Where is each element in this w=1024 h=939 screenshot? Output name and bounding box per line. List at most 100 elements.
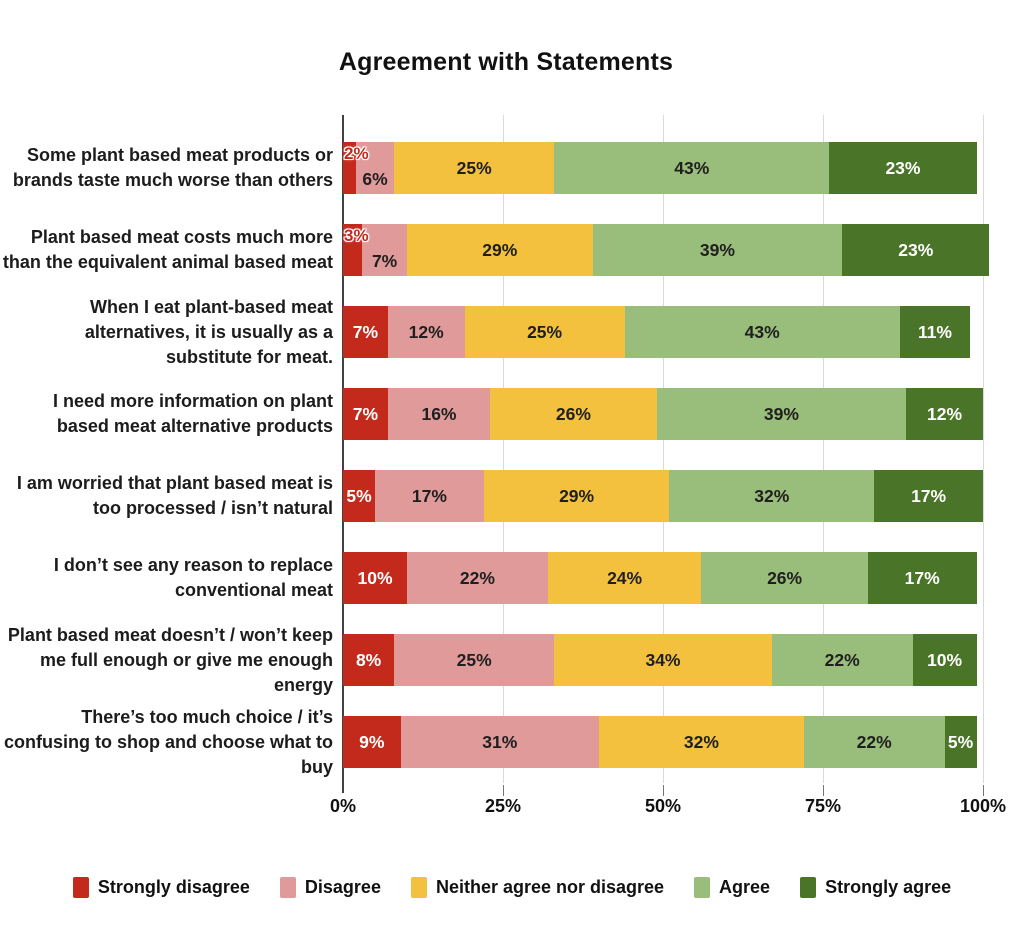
bar-segment: 25% <box>394 142 555 194</box>
bar-segment: 39% <box>656 388 907 440</box>
segment-label: 25% <box>456 157 492 178</box>
segment-label: 22% <box>459 567 495 588</box>
bar-segment: 22% <box>407 552 548 604</box>
segment-label: 7% <box>352 403 379 424</box>
x-tick-label: 75% <box>804 796 842 816</box>
legend-swatch <box>800 876 817 898</box>
bar-segment: 43% <box>554 142 830 194</box>
segment-label: 23% <box>885 157 921 178</box>
segment-label: 7% <box>352 321 379 342</box>
legend-label: Strongly disagree <box>97 876 250 897</box>
segment-label-outside: 2% <box>344 144 369 163</box>
chart-row: Plant based meat costs much more than th… <box>0 209 1024 291</box>
bar-segment: 23% <box>829 142 977 194</box>
bar: 9% 31% 32% 22% 5% <box>343 716 977 768</box>
category-label: I am worried that plant based meat is to… <box>16 473 333 518</box>
segment-label: 32% <box>683 731 719 752</box>
bar: 2% 6% 25% 43% 23% <box>343 142 977 194</box>
plot-area: Some plant based meat products or brands… <box>0 127 1024 783</box>
segment-label: 23% <box>898 239 934 260</box>
bar-segment: 32% <box>598 716 804 768</box>
bar-segment: 43% <box>624 306 900 358</box>
bar-segment: 12% <box>906 388 983 440</box>
bar-segment: 8% <box>343 634 395 686</box>
tick-mark <box>823 785 824 796</box>
legend-item: Disagree <box>279 876 381 898</box>
legend-item: Agree <box>694 876 771 898</box>
segment-label-outside: 3% <box>344 226 369 245</box>
legend-label: Agree <box>719 876 771 897</box>
bar-segment: 6% <box>355 142 395 194</box>
segment-label: 39% <box>763 403 799 424</box>
bar-segment: 7% <box>343 388 388 440</box>
segment-label: 11% <box>917 321 952 342</box>
chart-row: There’s too much choice / it’s confusing… <box>0 701 1024 783</box>
legend-label: Disagree <box>304 876 381 897</box>
category-label: There’s too much choice / it’s confusing… <box>4 706 333 777</box>
x-axis: 0% 25% 50% 75% 100% <box>330 796 1006 822</box>
bar-segment <box>343 224 363 276</box>
legend-label: Neither agree nor disagree <box>435 876 665 897</box>
bar-segment: 29% <box>406 224 593 276</box>
legend-label: Strongly agree <box>825 876 952 897</box>
x-tick-label: 50% <box>644 796 682 816</box>
x-tick-label: 0% <box>329 796 357 816</box>
legend-swatch <box>279 876 296 898</box>
legend-item: Strongly agree <box>800 876 952 898</box>
segment-label: 31% <box>482 731 518 752</box>
bar-segment: 11% <box>899 306 971 358</box>
bar: 7% 12% 25% 43% 11% <box>343 306 971 358</box>
segment-label: 17% <box>904 567 940 588</box>
bar-segment: 26% <box>701 552 868 604</box>
category-label: Plant based meat doesn’t / won’t keep me… <box>7 624 333 695</box>
segment-label: 22% <box>856 731 892 752</box>
bar-segment <box>343 142 356 194</box>
bar-segment: 25% <box>394 634 555 686</box>
category-label: I need more information on plant based m… <box>52 391 333 436</box>
segment-label: 32% <box>754 485 790 506</box>
bar-segment: 26% <box>490 388 657 440</box>
segment-label: 34% <box>645 649 681 670</box>
segment-label: 26% <box>555 403 591 424</box>
plot-grid <box>342 115 984 796</box>
chart-row: When I eat plant-based meat alternatives… <box>0 291 1024 373</box>
legend-swatch <box>72 876 89 898</box>
bar-segment: 17% <box>375 470 484 522</box>
segment-label: 5% <box>346 485 372 506</box>
bar-segment: 22% <box>803 716 945 768</box>
bar-segment: 5% <box>944 716 977 768</box>
segment-label: 24% <box>607 567 643 588</box>
category-label: When I eat plant-based meat alternatives… <box>84 296 333 367</box>
bar-segment: 25% <box>464 306 625 358</box>
category-label: Plant based meat costs much more than th… <box>2 227 333 272</box>
segment-label: 16% <box>421 403 457 424</box>
segment-label: 12% <box>408 321 444 342</box>
bar-segment: 32% <box>669 470 875 522</box>
segment-label: 17% <box>911 485 947 506</box>
segment-label: 8% <box>355 649 382 670</box>
segment-label: 26% <box>767 567 803 588</box>
bar-segment: 12% <box>387 306 465 358</box>
bar-segment: 31% <box>400 716 599 768</box>
bar-segment: 7% <box>362 224 407 276</box>
segment-label: 22% <box>824 649 860 670</box>
segment-label: 29% <box>559 485 595 506</box>
legend-item: Neither agree nor disagree <box>410 876 665 898</box>
bar-segment: 39% <box>592 224 843 276</box>
bar-segment: 17% <box>867 552 977 604</box>
gridline <box>663 115 664 783</box>
chart-row: Some plant based meat products or brands… <box>0 127 1024 209</box>
bar-segment: 34% <box>554 634 772 686</box>
bar-segment: 23% <box>842 224 990 276</box>
bar: 3% 7% 29% 39% 23% <box>343 224 990 276</box>
bar-segment: 10% <box>343 552 407 604</box>
segment-label: 10% <box>357 567 393 588</box>
legend-item: Strongly disagree <box>72 876 250 898</box>
segment-label: 7% <box>371 250 398 271</box>
segment-label: 43% <box>744 321 780 342</box>
chart-row: Plant based meat doesn’t / won’t keep me… <box>0 619 1024 701</box>
tick-mark <box>663 785 664 796</box>
gridline <box>823 115 824 783</box>
bar-segment: 22% <box>771 634 913 686</box>
tick-mark <box>983 785 984 796</box>
